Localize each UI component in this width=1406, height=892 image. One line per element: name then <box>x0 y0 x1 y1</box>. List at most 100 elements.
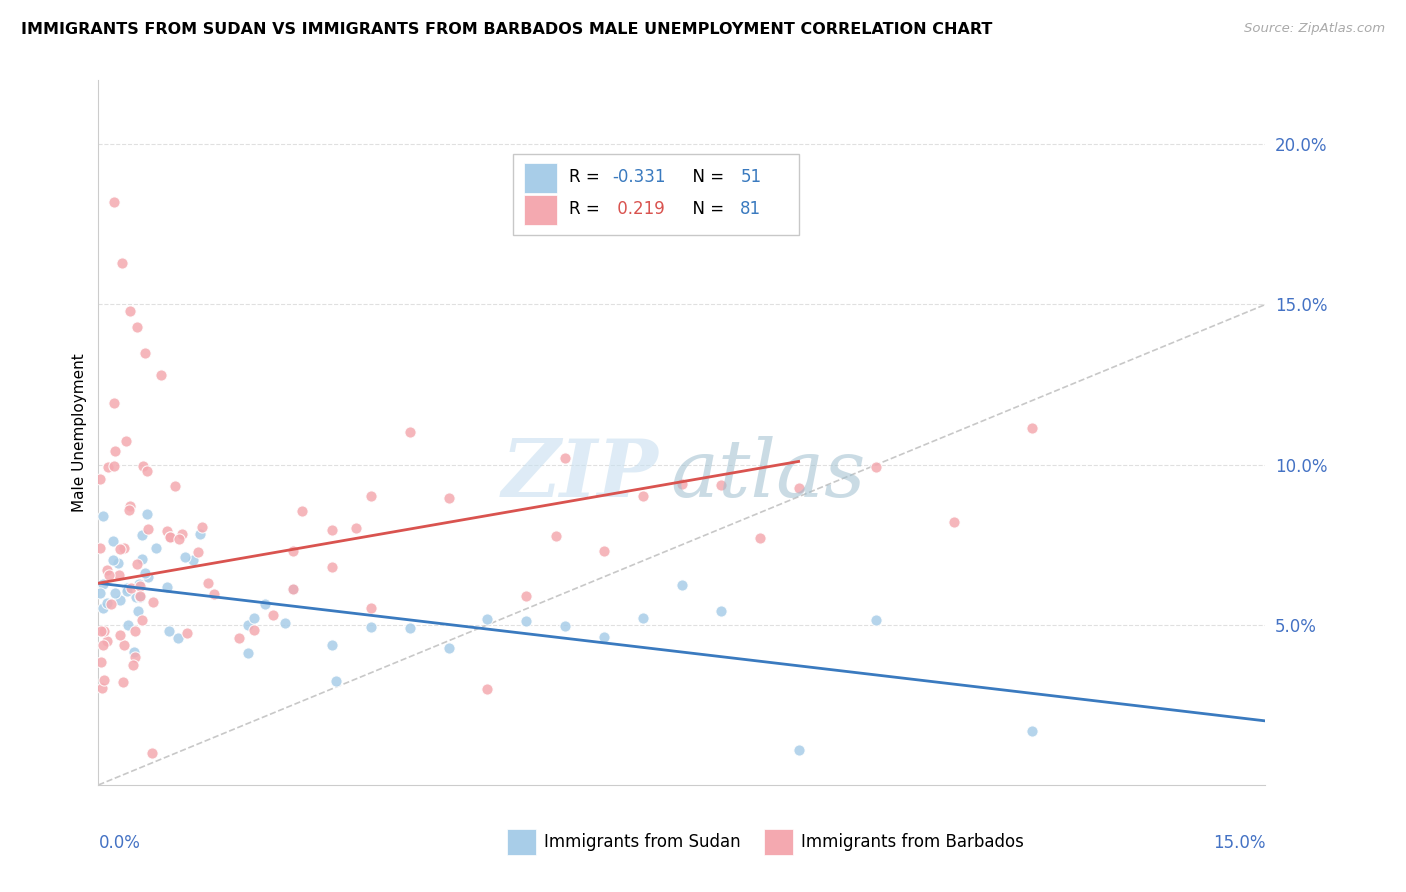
Point <box>243 624 266 638</box>
Point <box>943 515 966 529</box>
Point <box>167 533 190 547</box>
Point <box>115 584 138 599</box>
Point <box>281 582 304 596</box>
Point <box>325 674 347 689</box>
Point <box>515 614 537 628</box>
Point <box>593 630 616 644</box>
Point <box>281 544 304 558</box>
Point <box>89 541 111 556</box>
Point <box>124 624 146 638</box>
Point <box>437 640 460 655</box>
Point <box>131 613 153 627</box>
Bar <box>508 829 536 855</box>
Point <box>145 541 167 556</box>
Point <box>187 545 209 559</box>
Point <box>477 682 499 697</box>
Text: Immigrants from Sudan: Immigrants from Sudan <box>544 833 741 851</box>
Point <box>190 520 212 534</box>
Point <box>149 368 172 382</box>
Point <box>253 597 276 611</box>
Point <box>117 581 139 595</box>
Text: 15.0%: 15.0% <box>1213 834 1265 852</box>
Point <box>167 631 190 645</box>
Point <box>90 624 112 639</box>
Bar <box>524 163 557 193</box>
Point <box>515 589 537 603</box>
Point <box>96 596 118 610</box>
Point <box>96 563 118 577</box>
Point <box>631 611 654 625</box>
Point <box>90 681 112 696</box>
Point <box>101 534 124 549</box>
Point <box>93 577 115 591</box>
Point <box>141 746 163 760</box>
Point <box>710 603 733 617</box>
Point <box>360 601 382 615</box>
Point <box>165 478 187 492</box>
Y-axis label: Male Unemployment: Male Unemployment <box>72 353 87 512</box>
Point <box>344 520 367 534</box>
Point <box>104 444 127 458</box>
Point <box>125 558 148 572</box>
Point <box>118 304 141 318</box>
Point <box>477 612 499 626</box>
Bar <box>763 829 793 855</box>
Point <box>1021 421 1043 435</box>
Point <box>274 615 297 630</box>
Point <box>290 504 312 518</box>
Text: N =: N = <box>682 168 730 186</box>
Point <box>120 499 142 513</box>
Point <box>748 531 770 545</box>
Point <box>671 477 693 491</box>
Point <box>181 553 204 567</box>
Point <box>103 459 125 474</box>
Text: atlas: atlas <box>671 436 866 514</box>
Point <box>141 595 163 609</box>
Point <box>710 478 733 492</box>
Point <box>865 613 887 627</box>
Point <box>321 560 343 574</box>
Text: 0.0%: 0.0% <box>98 834 141 852</box>
Point <box>128 577 150 591</box>
Point <box>131 528 153 542</box>
Point <box>360 489 382 503</box>
Point <box>112 674 135 689</box>
Point <box>236 618 259 632</box>
Point <box>132 459 155 474</box>
Text: IMMIGRANTS FROM SUDAN VS IMMIGRANTS FROM BARBADOS MALE UNEMPLOYMENT CORRELATION : IMMIGRANTS FROM SUDAN VS IMMIGRANTS FROM… <box>21 22 993 37</box>
Point <box>89 586 111 600</box>
Bar <box>524 195 557 225</box>
Point <box>188 527 211 541</box>
Point <box>112 638 135 652</box>
Point <box>91 638 114 652</box>
Point <box>398 425 420 439</box>
Point <box>671 577 693 591</box>
Point <box>134 345 156 359</box>
Point <box>122 657 145 672</box>
Point <box>787 743 810 757</box>
Point <box>90 655 112 669</box>
Point <box>202 587 225 601</box>
Point <box>112 541 135 555</box>
Text: 81: 81 <box>741 200 762 218</box>
Point <box>134 566 156 581</box>
Point <box>787 481 810 495</box>
Point <box>262 607 284 622</box>
Point <box>136 570 159 584</box>
Point <box>243 611 266 625</box>
Point <box>108 593 131 607</box>
Point <box>173 549 195 564</box>
Point <box>197 575 219 590</box>
Point <box>228 631 250 645</box>
Point <box>156 581 179 595</box>
Point <box>437 491 460 506</box>
Point <box>544 529 567 543</box>
Point <box>93 624 115 638</box>
Point <box>128 579 150 593</box>
Point <box>631 489 654 503</box>
Text: 0.219: 0.219 <box>612 200 665 218</box>
Point <box>321 638 343 652</box>
Point <box>1021 723 1043 738</box>
Point <box>135 464 157 478</box>
Point <box>108 541 131 556</box>
